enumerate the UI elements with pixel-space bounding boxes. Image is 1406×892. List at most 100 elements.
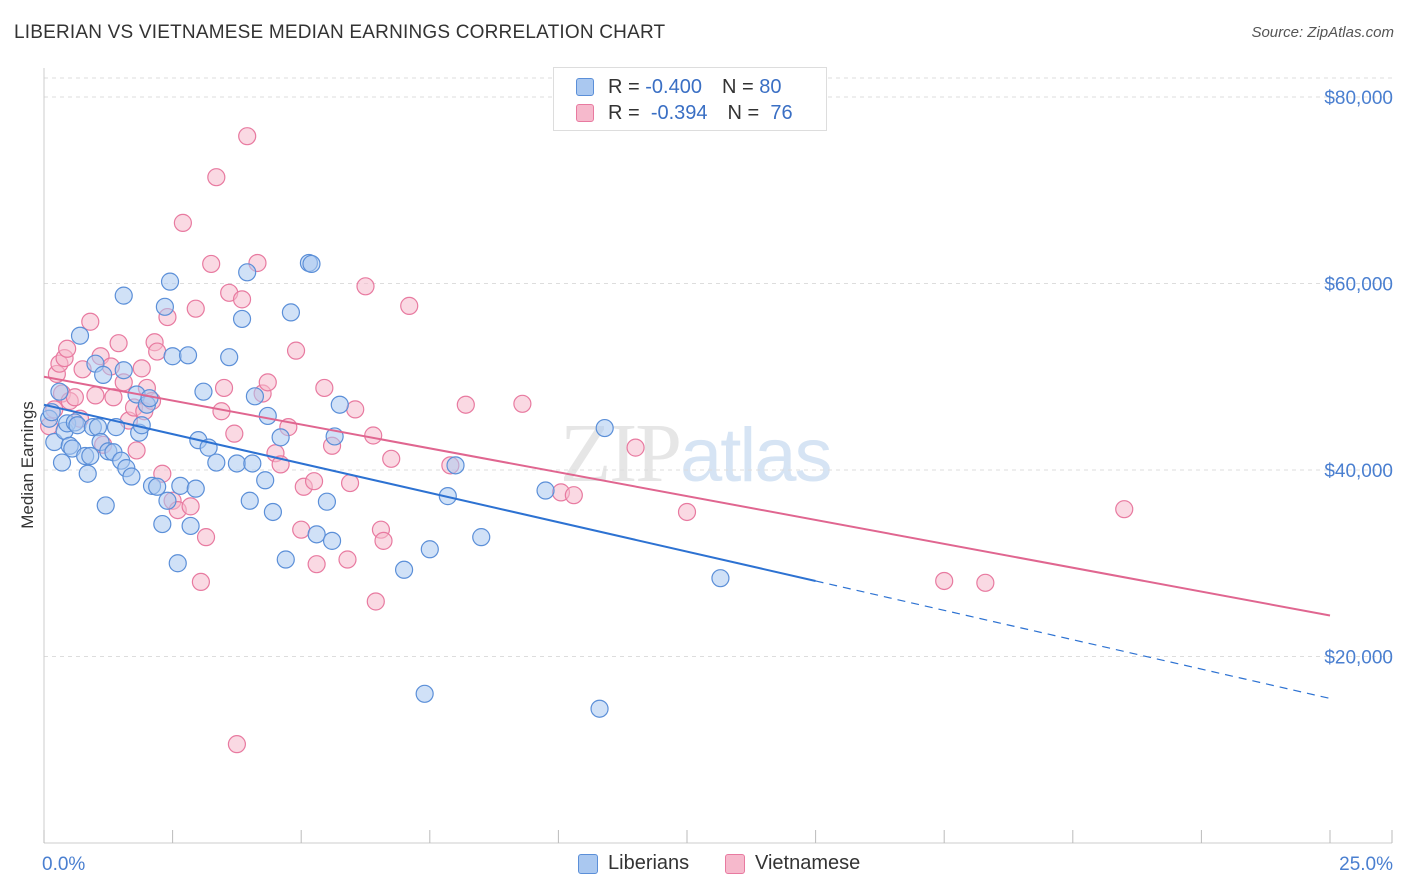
vietnamese-point xyxy=(456,395,475,414)
liberian-point xyxy=(168,554,187,573)
liberian-point xyxy=(94,365,113,384)
liberian-point xyxy=(96,496,115,515)
vietnamese-point xyxy=(181,497,200,516)
vietnamese-point xyxy=(364,426,383,445)
vietnamese-point xyxy=(132,359,151,378)
liberian-point xyxy=(256,471,275,490)
vietnamese-trend-line xyxy=(43,375,1331,617)
liberian-point xyxy=(446,456,465,475)
liberian-point xyxy=(243,454,262,473)
vietnamese-point xyxy=(196,528,216,547)
source-label: Source: ZipAtlas.com xyxy=(1251,24,1394,41)
vietnamese-point xyxy=(286,341,306,360)
liberian-point xyxy=(281,303,301,322)
legend-n-value: 80 xyxy=(759,75,782,98)
liberian-point xyxy=(307,525,326,544)
vietnamese-point xyxy=(400,296,419,315)
legend-item-vietnamese[interactable]: Vietnamese xyxy=(725,852,860,875)
liberian-point xyxy=(88,418,108,437)
liberians-swatch xyxy=(576,78,594,96)
vietnamese-point xyxy=(340,473,360,493)
vietnamese-point xyxy=(227,735,246,754)
vietnamese-point xyxy=(258,373,277,392)
vietnamese-point xyxy=(564,486,583,505)
vietnamese-point xyxy=(81,312,100,331)
vietnamese-point xyxy=(1115,500,1134,519)
liberian-point xyxy=(178,346,198,365)
liberian-point xyxy=(160,272,180,291)
x-tick-label: 25.0% xyxy=(1339,854,1393,875)
y-axis-label: Median Earnings xyxy=(18,401,37,529)
vietnamese-point xyxy=(109,334,128,353)
vietnamese-point xyxy=(366,592,385,611)
liberian-point xyxy=(240,491,259,510)
legend-r-label: R = xyxy=(608,75,640,98)
liberian-point xyxy=(238,263,257,282)
correlation-legend: R = -0.400 N = 80 R = -0.394 N = 76 xyxy=(553,67,827,131)
liberian-point xyxy=(171,476,190,495)
liberian-point xyxy=(181,516,200,536)
vietnamese-point xyxy=(186,299,205,318)
vietnamese-swatch xyxy=(725,853,745,874)
liberian-point xyxy=(81,446,100,466)
vietnamese-point xyxy=(976,573,995,592)
legend-label-liberians: Liberians xyxy=(608,852,690,874)
vietnamese-point xyxy=(202,254,221,274)
vietnamese-point xyxy=(338,550,357,569)
liberian-point xyxy=(263,502,283,522)
vietnamese-point xyxy=(238,127,257,146)
liberian-point xyxy=(158,491,177,510)
liberian-point xyxy=(70,326,90,345)
liberian-point xyxy=(122,467,141,486)
liberian-point xyxy=(245,387,265,406)
liberian-point xyxy=(50,382,69,401)
vietnamese-point xyxy=(315,378,334,398)
liberian-point xyxy=(227,454,246,473)
liberian-point xyxy=(114,286,133,305)
vietnamese-point xyxy=(304,472,324,491)
vietnamese-point xyxy=(292,520,311,539)
vietnamese-point xyxy=(382,449,401,468)
vietnamese-point xyxy=(935,571,954,591)
legend-n-value: 76 xyxy=(770,101,793,124)
legend-item-liberians[interactable]: Liberians xyxy=(578,852,689,875)
y-tick-label: $20,000 xyxy=(1324,648,1393,669)
legend-r-label: R = xyxy=(608,101,640,124)
liberian-point xyxy=(148,477,167,496)
liberian-point xyxy=(472,528,491,547)
vietnamese-point xyxy=(346,400,365,419)
liberian-point xyxy=(536,481,555,500)
vietnamese-point xyxy=(148,342,167,361)
liberian-point xyxy=(220,348,239,367)
vietnamese-point xyxy=(173,213,192,232)
vietnamese-point xyxy=(86,386,105,405)
vietnamese-point xyxy=(626,438,645,457)
liberian-point xyxy=(711,569,730,588)
liberian-point xyxy=(194,382,213,401)
watermark-atlas: atlas xyxy=(680,413,833,498)
liberian-point xyxy=(186,479,205,498)
liberian-point xyxy=(207,453,226,472)
liberian-point xyxy=(52,453,72,472)
liberian-point xyxy=(322,531,342,550)
liberian-point xyxy=(420,540,439,559)
vietnamese-point xyxy=(65,388,84,407)
vietnamese-point xyxy=(232,290,252,309)
liberian-point xyxy=(163,347,182,366)
liberian-point xyxy=(232,309,252,329)
legend-r-value: -0.394 xyxy=(650,101,708,124)
liberian-point xyxy=(271,428,290,447)
y-tick-label: $80,000 xyxy=(1324,88,1393,109)
liberian-point xyxy=(415,684,434,703)
legend-row-vietnamese: R = -0.394 N = 76 xyxy=(576,100,793,126)
liberian-point xyxy=(590,699,609,718)
liberian-point xyxy=(78,464,97,483)
vietnamese-point xyxy=(191,572,210,592)
vietnamese-swatch xyxy=(576,104,594,122)
liberian-point xyxy=(302,254,321,274)
liberian-trend-extension xyxy=(815,580,1331,700)
liberians-swatch xyxy=(578,853,598,874)
vietnamese-point xyxy=(207,168,226,187)
y-tick-label: $60,000 xyxy=(1324,275,1393,296)
